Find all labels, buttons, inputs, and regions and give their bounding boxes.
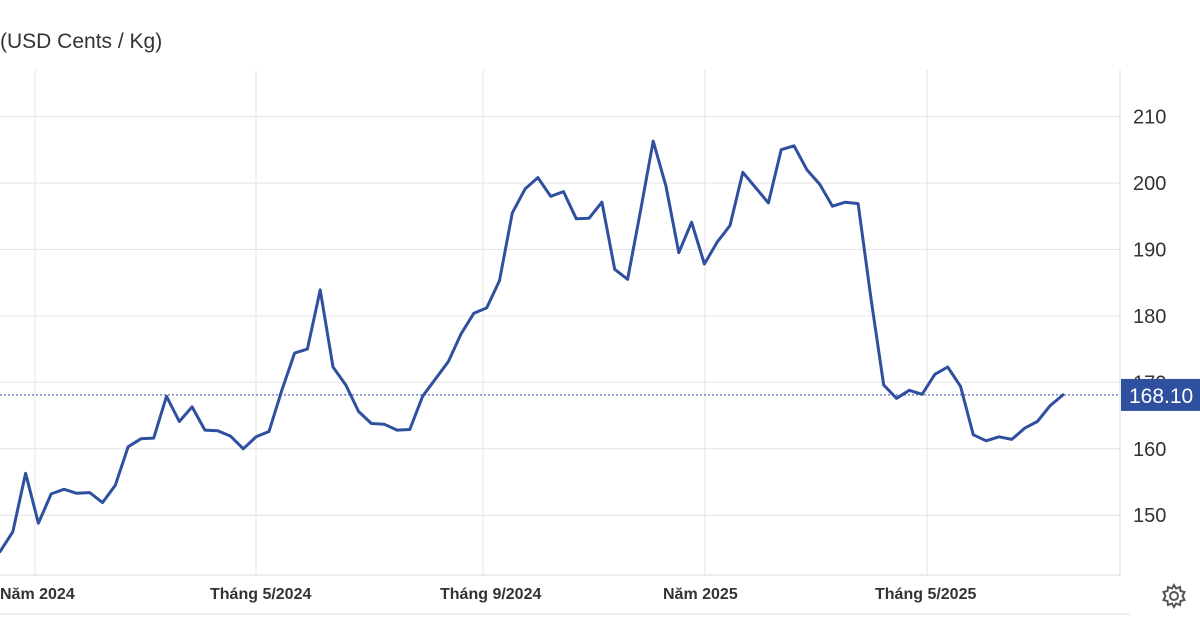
x-tick-label: Tháng 5/2025 xyxy=(875,586,976,603)
y-tick-label: 210 xyxy=(1133,107,1166,129)
unit-label: (USD Cents / Kg) xyxy=(0,30,163,53)
y-tick-label: 160 xyxy=(1133,439,1166,461)
series-points xyxy=(0,140,1065,554)
y-tick-label: 200 xyxy=(1133,173,1166,195)
last-value-badge: 168.10 xyxy=(1121,378,1200,411)
last-value-badge-box xyxy=(1121,378,1200,411)
series-line xyxy=(0,139,1065,554)
last-value-label: 168.10 xyxy=(1129,385,1193,408)
x-tick-label: Tháng 9/2024 xyxy=(440,586,541,603)
x-tick-label: Tháng 5/2024 xyxy=(210,586,311,603)
y-tick-label: 190 xyxy=(1133,239,1166,261)
x-tick-label: Năm 2025 xyxy=(663,586,738,603)
y-tick-label: 180 xyxy=(1133,306,1166,328)
vertical-gridlines xyxy=(34,70,928,575)
x-tick-label: Năm 2024 xyxy=(0,586,75,603)
y-tick-label: 150 xyxy=(1133,505,1166,527)
horizontal-gridlines xyxy=(0,116,1120,516)
y-tick-labels: 150160170180190200210 xyxy=(1133,107,1166,528)
x-tick-labels: Năm 2024 Tháng 5/2024 Tháng 9/2024 Năm 2025… xyxy=(0,586,976,603)
settings-gear-icon[interactable] xyxy=(1160,582,1188,610)
